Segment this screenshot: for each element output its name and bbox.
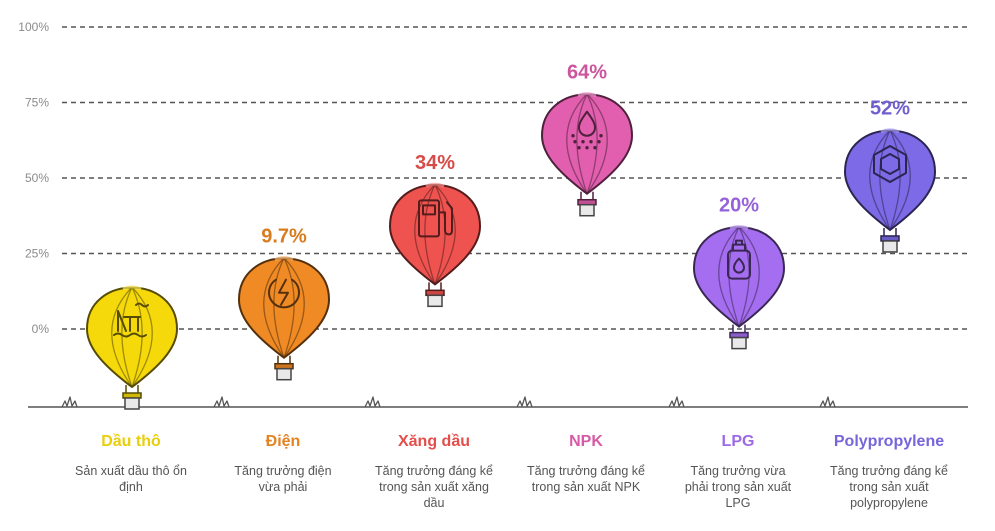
- grass-tuft: [819, 396, 836, 408]
- power-icon: [268, 278, 300, 309]
- grass-tuft: [668, 396, 685, 408]
- basket: [276, 367, 292, 381]
- category-description: trong sản xuất: [849, 480, 929, 494]
- y-tick-label: 50%: [25, 171, 49, 185]
- category-description: Tăng trưởng vừa: [690, 464, 785, 478]
- category-description: Tăng trưởng đáng kể: [527, 464, 645, 478]
- polymer-icon: [873, 144, 907, 183]
- grass-tuft: [516, 396, 533, 408]
- category-name: Điện: [266, 433, 301, 450]
- balloon-2: 9.7%: [237, 225, 331, 381]
- balloon-5: 20%: [692, 194, 786, 350]
- balloon-envelope: [85, 286, 179, 389]
- category-description: phải trong sản xuất: [685, 480, 792, 494]
- basket: [731, 336, 747, 350]
- grid: 0% 25% 50% 75% 100%: [18, 20, 968, 336]
- fertilizer-icon: [571, 110, 603, 150]
- category-description: polypropylene: [850, 496, 928, 510]
- gas-cylinder-icon: [727, 239, 751, 280]
- basket: [579, 203, 595, 217]
- grass-tuft: [364, 396, 381, 408]
- balloon-4: 64%: [540, 61, 634, 217]
- category-name: Polypropylene: [834, 433, 944, 450]
- category-name: Dầu thô: [101, 433, 161, 450]
- category-name: NPK: [569, 433, 603, 450]
- category-description: Tăng trưởng đáng kể: [830, 464, 948, 478]
- balloon-envelope: [692, 226, 786, 328]
- y-tick-label: 25%: [25, 247, 49, 261]
- basket: [427, 294, 443, 308]
- category-name: Xăng dầu: [398, 433, 470, 450]
- fuel-pump-icon: [418, 199, 453, 238]
- value-label: 34%: [415, 152, 455, 174]
- category-description: vừa phải: [259, 480, 308, 494]
- category-description: dầu: [424, 496, 445, 510]
- basket: [882, 240, 898, 253]
- category-description: LPG: [725, 496, 750, 510]
- oil-rig-icon: [113, 302, 149, 338]
- category-description: Tăng trưởng đáng kể: [375, 464, 493, 478]
- balloon-6: 52%: [843, 98, 937, 253]
- category-description: trong sản xuất NPK: [532, 480, 641, 494]
- category-description: Tăng trưởng điện: [234, 464, 331, 478]
- y-tick-label: 0%: [32, 322, 50, 336]
- category-labels: Dầu thô Sản xuất dầu thô ổn định Điện Tăng t…: [75, 433, 948, 510]
- category-name: LPG: [722, 433, 755, 450]
- category-description: Sản xuất dầu thô ổn: [75, 464, 187, 478]
- category-description: trong sản xuất xăng: [379, 480, 489, 494]
- balloons: 9.7% 34% 64% 20% 52%: [85, 61, 937, 410]
- basket: [124, 397, 140, 410]
- balloon-1: [85, 285, 179, 410]
- ground-line: [28, 396, 968, 408]
- balloon-envelope: [540, 93, 634, 195]
- grass-tuft: [61, 396, 78, 408]
- value-label: 64%: [567, 61, 607, 83]
- category-description: định: [119, 480, 143, 494]
- value-label: 20%: [719, 194, 759, 216]
- y-tick-label: 75%: [25, 96, 49, 110]
- value-label: 9.7%: [261, 225, 307, 247]
- grass-tuft: [213, 396, 230, 408]
- value-label: 52%: [870, 98, 910, 120]
- balloon-3: 34%: [388, 152, 482, 308]
- y-tick-label: 100%: [18, 20, 49, 34]
